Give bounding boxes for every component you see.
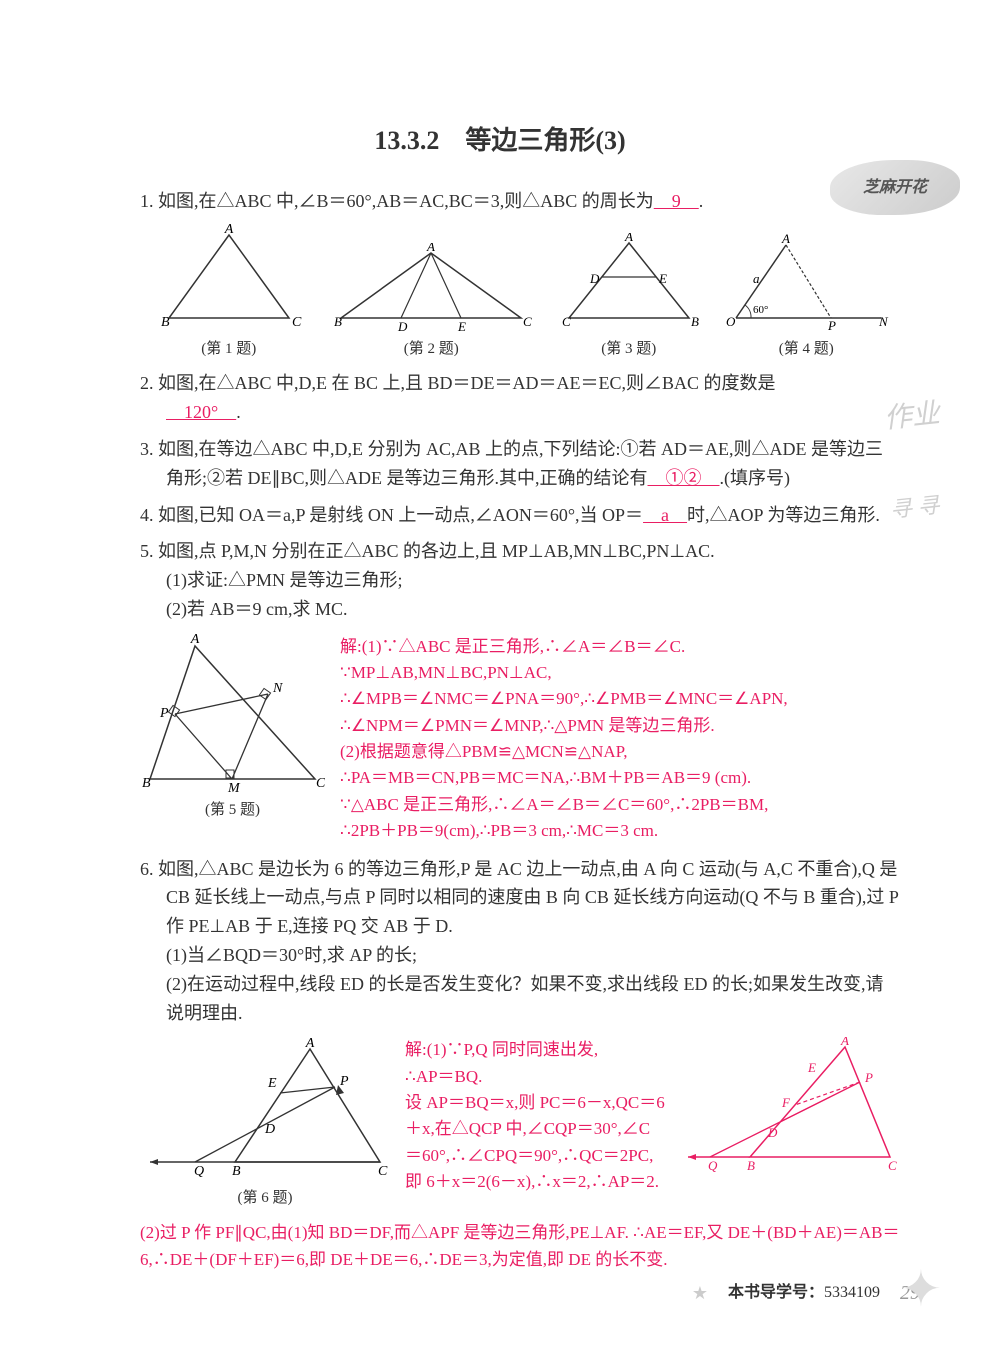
svg-text:E: E [267,1076,277,1091]
svg-text:A: A [223,223,233,237]
triangle-1-svg: A B C [149,223,309,333]
svg-text:P: P [339,1074,349,1089]
svg-text:B: B [747,1158,755,1173]
svg-text:N: N [878,314,889,329]
svg-text:A: A [781,233,790,246]
solution-6-bottom: (2)过 P 作 PF∥QC,由(1)知 BD＝DF,而△APF 是等边三角形,… [140,1220,900,1273]
figure-4: A a 60° O P N (第 4 题) [721,233,891,361]
figure-6: A Q B C E D P (第 6 题) [140,1037,390,1210]
p5-line3: (2)若 AB＝9 cm,求 MC. [166,599,348,619]
svg-text:A: A [190,634,200,647]
footer-label: 本书导学号： [728,1284,824,1301]
svg-text:E: E [457,319,466,333]
p6-line3: (2)在运动过程中,线段 ED 的长是否发生变化？如果不变,求出线段 ED 的长… [166,974,883,1023]
problem-4: 4. 如图,已知 OA＝a,P 是射线 ON 上一动点,∠AON＝60°,当 O… [140,501,900,530]
p1-answer: 9 [654,191,699,211]
fig3-caption: (第 3 题) [554,337,704,361]
logo-text: 芝麻开花 [863,175,927,201]
svg-text:E: E [658,271,667,286]
p4-text2: 时,△AOP 为等边三角形. [687,505,880,525]
problem-2: 2. 如图,在△ABC 中,D,E 在 BC 上,且 BD＝DE＝AD＝AE＝E… [140,369,900,427]
svg-text:B: B [232,1164,241,1179]
svg-text:B: B [691,314,699,329]
triangle-6-svg: A Q B C E D P [140,1037,390,1182]
svg-text:B: B [142,776,151,791]
p3-text2: .(填序号) [720,468,791,488]
p5-line2: (1)求证:△PMN 是等边三角形; [166,570,403,590]
svg-text:B: B [161,315,170,330]
problem-1: 1. 如图,在△ABC 中,∠B＝60°,AB＝AC,BC＝3,则△ABC 的周… [140,187,900,216]
svg-text:Q: Q [708,1158,718,1173]
p5-line1: 5. 如图,点 P,M,N 分别在正△ABC 的各边上,且 MP⊥AB,MN⊥B… [140,541,715,561]
solution-5-row: A B C P M N (第 5 题) 解:(1)∵△ABC 是正三角形,∴∠A… [140,634,900,845]
solution-6-row: A Q B C E D P (第 6 题) 解:(1)∵P,Q 同时同速出发, … [140,1037,900,1210]
triangle-5-svg: A B C P M N [140,634,325,794]
p2-text1: 2. 如图,在△ABC 中,D,E 在 BC 上,且 BD＝DE＝AD＝AE＝E… [140,373,776,393]
p2-text2: . [236,402,241,422]
triangle-4-svg: A a 60° O P N [721,233,891,333]
svg-text:C: C [523,314,532,329]
figure-5: A B C P M N (第 5 题) [140,634,325,822]
p1-text2: . [699,191,704,211]
svg-text:C: C [562,314,571,329]
svg-text:D: D [397,319,408,333]
problem-5: 5. 如图,点 P,M,N 分别在正△ABC 的各边上,且 MP⊥AB,MN⊥B… [140,537,900,623]
p4-text1: 4. 如图,已知 OA＝a,P 是射线 ON 上一动点,∠AON＝60°,当 O… [140,505,643,525]
p2-answer: 120° [166,402,236,422]
svg-text:A: A [305,1037,315,1051]
section-title: 13.3.2 等边三角形(3) [0,120,1000,162]
star-icon: ★ [692,1279,708,1308]
figure-3: A D E C B (第 3 题) [554,233,704,361]
svg-text:D: D [767,1125,778,1140]
svg-text:A: A [840,1037,849,1048]
solution-5-text: 解:(1)∵△ABC 是正三角形,∴∠A＝∠B＝∠C. ∵MP⊥AB,MN⊥BC… [340,634,900,845]
svg-text:C: C [888,1158,897,1173]
svg-text:F: F [781,1095,791,1110]
fig4-caption: (第 4 题) [721,337,891,361]
brand-logo: 芝麻开花 [830,160,960,215]
content-area: 1. 如图,在△ABC 中,∠B＝60°,AB＝AC,BC＝3,则△ABC 的周… [0,187,1000,1273]
svg-text:C: C [316,776,325,791]
problem-3: 3. 如图,在等边△ABC 中,D,E 分别为 AC,AB 上的点,下列结论:①… [140,435,900,493]
p4-answer: a [643,505,687,525]
footer-decoration-icon: ✦ [900,1249,980,1319]
svg-text:C: C [378,1164,388,1179]
triangle-2-svg: A B D E C [326,243,536,333]
svg-text:A: A [426,243,435,254]
solution-6-left: 解:(1)∵P,Q 同时同速出发, ∴AP＝BQ. 设 AP＝BQ＝x,则 PC… [405,1037,665,1195]
fig2-caption: (第 2 题) [326,337,536,361]
svg-text:E: E [807,1060,816,1075]
p1-text1: 1. 如图,在△ABC 中,∠B＝60°,AB＝AC,BC＝3,则△ABC 的周… [140,191,654,211]
svg-text:D: D [264,1122,275,1137]
figure-2: A B D E C (第 2 题) [326,243,536,361]
p6-line1: 6. 如图,△ABC 是边长为 6 的等边三角形,P 是 AC 边上一动点,由 … [140,859,898,937]
p3-answer: ①② [648,468,720,488]
footer-code: 5334109 [824,1284,880,1301]
svg-text:60°: 60° [753,304,768,316]
svg-text:P: P [159,706,169,721]
svg-text:A: A [624,233,633,244]
svg-text:N: N [272,681,283,696]
svg-text:C: C [292,315,302,330]
page-footer: ★ 本书导学号：5334109 29 [692,1277,920,1309]
svg-text:O: O [726,314,736,329]
fig5-caption: (第 5 题) [140,798,325,822]
figure-6b: A Q B C E F D P [680,1037,900,1177]
fig6-caption: (第 6 题) [140,1186,390,1210]
svg-text:D: D [589,271,600,286]
svg-text:M: M [227,781,241,794]
svg-text:B: B [334,314,342,329]
svg-text:a: a [753,271,760,286]
problem-6: 6. 如图,△ABC 是边长为 6 的等边三角形,P 是 AC 边上一动点,由 … [140,855,900,1028]
svg-text:P: P [864,1070,873,1085]
fig1-caption: (第 1 题) [149,337,309,361]
svg-text:Q: Q [194,1164,204,1179]
figures-row-1: A B C (第 1 题) A B D E C (第 2 题) [140,223,900,361]
p6-line2: (1)当∠BQD＝30°时,求 AP 的长; [166,945,417,965]
figure-1: A B C (第 1 题) [149,223,309,361]
svg-text:P: P [827,318,836,333]
triangle-6b-svg: A Q B C E F D P [680,1037,900,1177]
triangle-3-svg: A D E C B [554,233,704,333]
